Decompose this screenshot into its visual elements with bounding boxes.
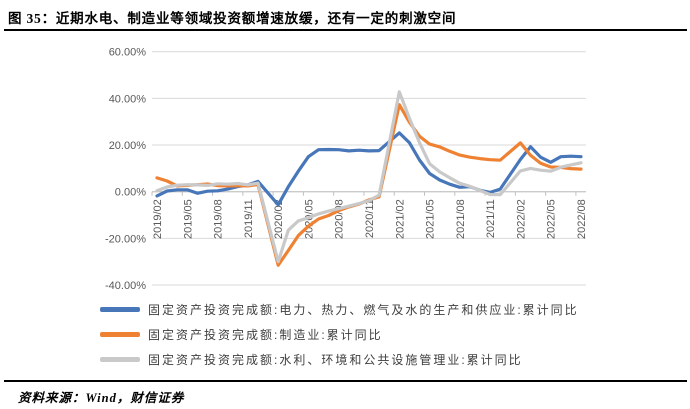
x-axis-label: 2022/05 <box>546 199 558 239</box>
series-line-water-environment <box>155 90 583 264</box>
legend-label-water-environment: 固定资产投资完成额:水利、环境和公共设施管理业:累计同比 <box>148 353 523 367</box>
y-axis-label: 40.00% <box>109 93 147 105</box>
x-axis-label: 2020/08 <box>334 199 346 239</box>
source-divider <box>4 380 687 382</box>
x-axis-label: 2022/08 <box>576 199 588 239</box>
x-axis-label: 2021/05 <box>425 199 437 239</box>
y-axis-label: -40.00% <box>105 280 146 292</box>
legend-item-power-utilities: 固定资产投资完成额:电力、热力、燃气及水的生产和供应业:累计同比 <box>100 297 579 322</box>
legend-swatch-manufacturing <box>100 332 140 337</box>
x-axis-label: 2022/02 <box>515 199 527 239</box>
legend-swatch-water-environment <box>100 357 140 362</box>
chart-legend: 固定资产投资完成额:电力、热力、燃气及水的生产和供应业:累计同比 固定资产投资完… <box>100 297 579 372</box>
x-axis-label: 2019/08 <box>213 199 225 239</box>
x-axis-label: 2019/02 <box>152 199 164 239</box>
x-axis-label: 2021/11 <box>485 199 497 238</box>
series-line-power-utilities <box>155 131 583 207</box>
x-axis-label: 2020/11 <box>364 199 376 238</box>
chart-area: 60.00% 40.00% 20.00% 0.00% -20.00% -40.00% 201… <box>0 35 690 297</box>
title-divider <box>4 29 687 31</box>
legend-label-power-utilities: 固定资产投资完成额:电力、热力、燃气及水的生产和供应业:累计同比 <box>148 303 579 317</box>
x-axis-label: 2019/11 <box>243 199 255 238</box>
y-axis-label: 0.00% <box>115 187 146 199</box>
y-axis-label: -20.00% <box>105 233 146 245</box>
legend-label-manufacturing: 固定资产投资完成额:制造业:累计同比 <box>148 328 383 342</box>
y-axis-label: 20.00% <box>109 140 147 152</box>
y-axis-label: 60.00% <box>109 47 147 59</box>
x-axis-label: 2020/02 <box>273 199 285 239</box>
x-axis-label: 2021/08 <box>455 199 467 239</box>
x-axis-label: 2021/02 <box>394 199 406 239</box>
chart-canvas: 60.00% 40.00% 20.00% 0.00% -20.00% -40.00% 201… <box>105 47 588 292</box>
legend-item-manufacturing: 固定资产投资完成额:制造业:累计同比 <box>100 322 579 347</box>
x-axis-label: 2019/05 <box>182 199 194 239</box>
legend-swatch-power-utilities <box>100 307 140 312</box>
figure-title: 图 35：近期水电、制造业等领域投资额增速放缓，还有一定的刺激空间 <box>8 11 457 26</box>
source-note: 资料来源：Wind，财信证券 <box>18 391 185 405</box>
legend-item-water-environment: 固定资产投资完成额:水利、环境和公共设施管理业:累计同比 <box>100 347 579 372</box>
